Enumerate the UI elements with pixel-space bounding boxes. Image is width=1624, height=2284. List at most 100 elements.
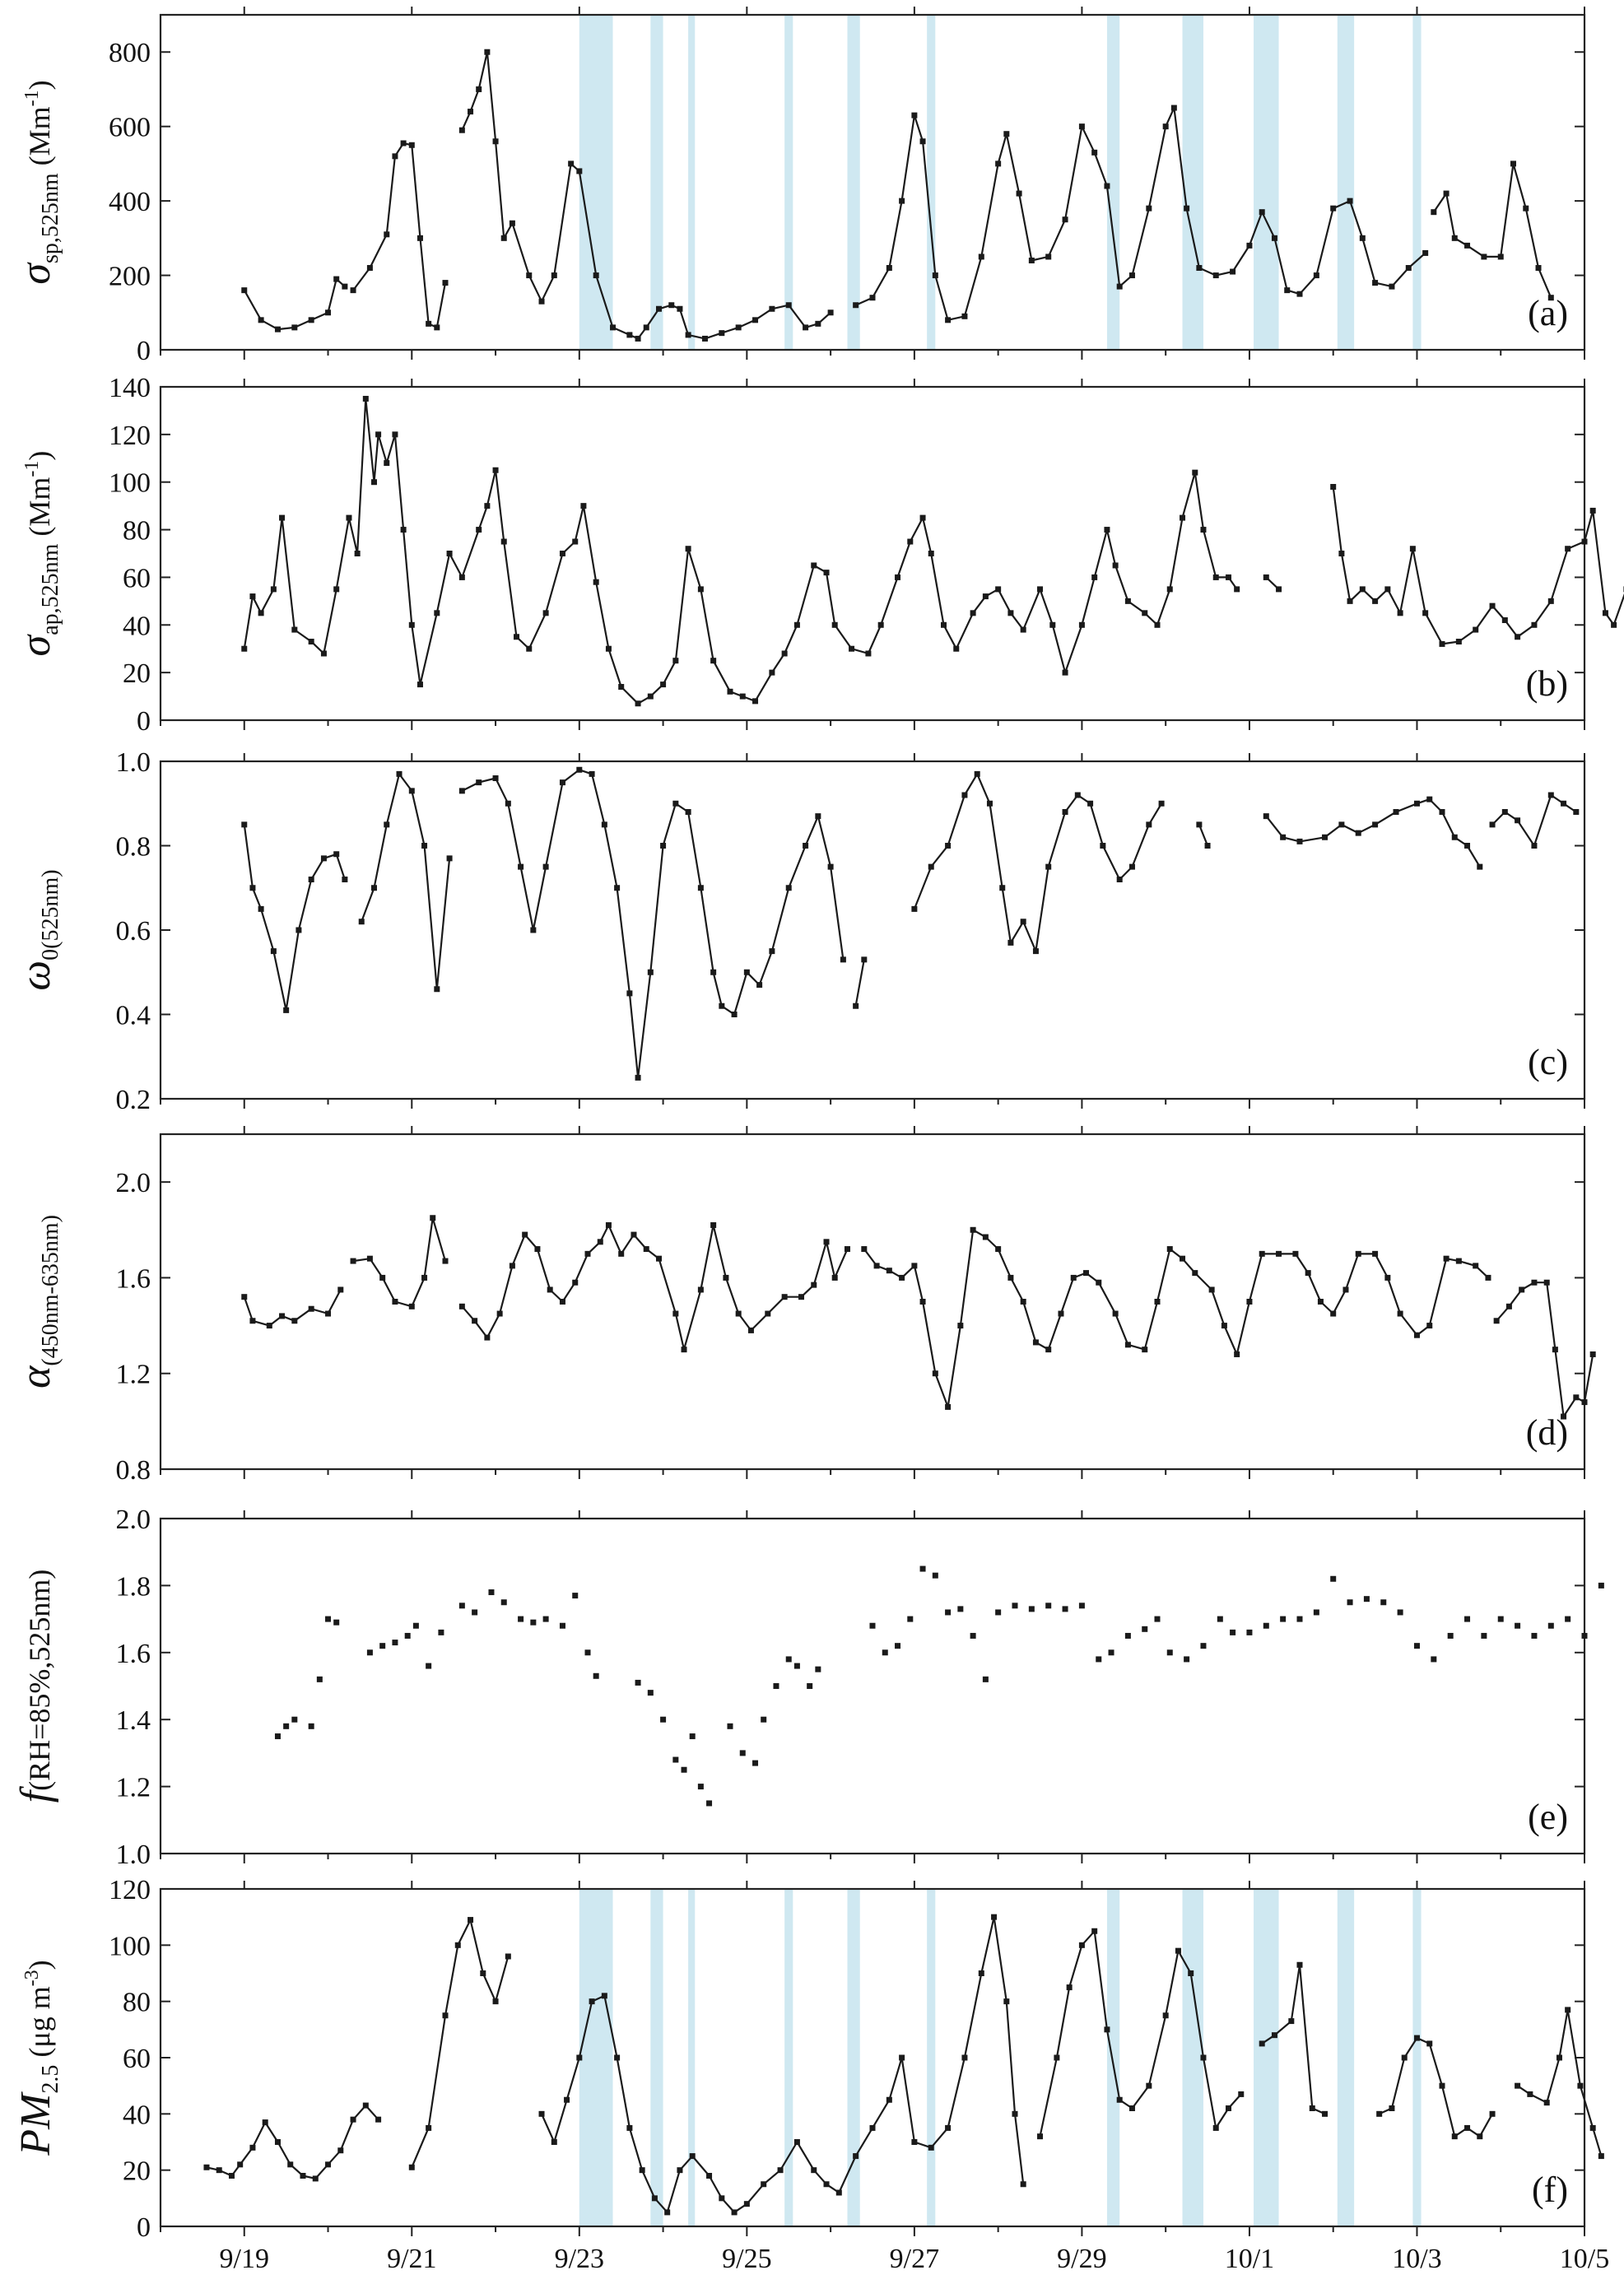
data-point [291,1716,298,1723]
data-point [853,2153,859,2160]
data-point [500,1599,507,1606]
data-point [1246,1629,1253,1635]
data-point [626,332,633,338]
data-point [1359,235,1366,241]
data-point [945,1403,952,1410]
data-point [426,2124,432,2131]
data-point [295,927,302,933]
data-point [249,593,256,600]
y-tick-label: 1.0 [116,747,151,778]
series-line-c-0 [243,824,346,1012]
shaded-band-a-1 [650,15,663,350]
data-point [614,885,621,891]
data-point [1338,821,1345,828]
shaded-band-a-4 [847,15,860,350]
data-point [995,586,1002,593]
data-point [781,1294,788,1300]
data-point [1296,838,1303,844]
data-point [651,2195,658,2202]
data-point [593,579,599,585]
y-label-subscript: 2.5 [38,2065,63,2094]
data-point [375,2116,382,2123]
data-point [1074,792,1081,798]
data-point [911,2139,918,2145]
data-point [1561,800,1567,807]
data-point [974,770,980,777]
data-point [1104,183,1110,189]
data-point [1422,610,1429,616]
data-point [747,1327,754,1333]
data-point [1515,634,1521,640]
y-tick-label: 0 [137,706,151,737]
data-point [1422,249,1429,256]
data-point [1188,1970,1194,1976]
data-point [492,775,499,781]
data-point [895,1643,901,1649]
data-point [681,1347,687,1353]
data-point [509,220,515,226]
data-point [995,160,1002,167]
data-point [1062,669,1068,676]
data-point [270,948,277,955]
shaded-band-a-7 [1182,15,1203,350]
data-point [350,2116,356,2123]
data-point [572,1279,579,1286]
data-point [530,1619,537,1626]
data-point [1271,235,1277,241]
data-point [1142,1626,1148,1632]
data-point [1058,1310,1064,1317]
data-point [618,684,625,690]
y-axis-label-d: α(450nm-635nm) [12,1215,63,1389]
y-axis-label-a: σsp,525nm (Mm-1) [12,80,63,284]
panel-b: 0 20 40 60 80 100 120 140 σap,525nm (Mm-1) (b) [12,373,1624,737]
data-point [1497,1616,1504,1622]
data-point [1413,1332,1420,1338]
data-point [689,2153,696,2160]
data-point [522,1231,528,1238]
series-line-d-1 [352,1216,447,1308]
data-point [434,610,440,616]
data-point [672,1310,679,1317]
data-point [1547,295,1554,301]
y-tick-label: 1.6 [116,1639,151,1669]
data-point [660,681,667,688]
data-point [1464,2124,1471,2131]
data-point [656,305,662,312]
data-point [1104,2026,1110,2033]
data-point [249,2144,256,2151]
data-point [647,1690,654,1696]
data-point [1032,948,1039,955]
data-point [1598,1582,1604,1589]
data-point [1234,586,1240,593]
data-point [354,551,361,556]
data-point [811,1282,817,1288]
data-point [961,792,968,798]
data-point [815,1666,821,1672]
data-point [1372,1250,1379,1257]
data-point [1431,209,1437,216]
data-point [1565,2007,1571,2013]
data-point [274,1733,281,1740]
shaded-band-a-6 [1106,15,1120,350]
data-point [1192,469,1198,476]
data-point [928,863,934,870]
data-point [635,1679,641,1686]
data-point [1481,254,1487,260]
data-point [781,650,788,657]
data-point [1439,809,1445,815]
x-tick-label: 9/23 [555,2244,604,2274]
shaded-band-f-7 [1182,1889,1203,2226]
panel-e: 1.0 1.2 1.4 1.6 1.8 2.0 f(RH=85%,525nm) (e) [12,1505,1604,1870]
data-point [911,1263,918,1269]
data-point [1032,1339,1039,1346]
data-point [685,809,691,815]
data-point [1347,598,1353,604]
data-point [270,586,277,593]
data-point [1510,160,1516,167]
data-point [279,1313,286,1319]
y-tick-label: 0 [137,2212,151,2243]
series-line-a-4 [1432,162,1552,299]
data-point [1322,834,1329,840]
data-point [1413,1643,1420,1649]
data-point [484,49,491,55]
